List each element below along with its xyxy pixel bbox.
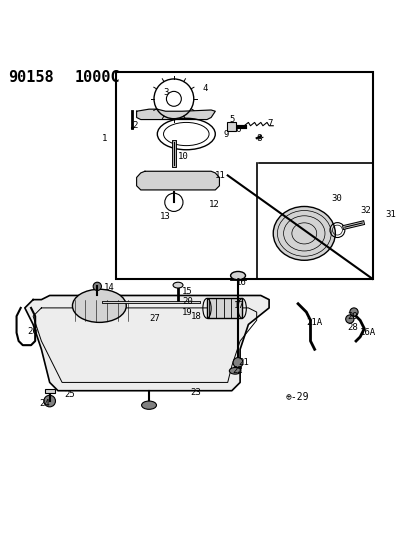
Text: 2: 2 — [132, 121, 138, 130]
Text: 16A: 16A — [359, 328, 375, 337]
Text: 3: 3 — [163, 88, 169, 97]
Text: 27: 27 — [149, 314, 159, 323]
Text: 14: 14 — [103, 282, 114, 292]
Text: 29: 29 — [347, 312, 358, 321]
Text: 7: 7 — [266, 119, 272, 128]
Text: 28: 28 — [347, 324, 358, 332]
Text: 17: 17 — [233, 301, 244, 310]
Polygon shape — [136, 109, 215, 119]
Text: 32: 32 — [359, 206, 370, 215]
Text: 4: 4 — [202, 84, 208, 93]
Ellipse shape — [72, 289, 126, 322]
Text: 10: 10 — [178, 152, 188, 161]
Text: 8: 8 — [256, 134, 261, 143]
Circle shape — [345, 315, 353, 323]
Text: 21: 21 — [237, 358, 248, 367]
Bar — [116, 72, 372, 279]
Text: 1: 1 — [101, 134, 107, 143]
Text: 21A: 21A — [306, 318, 322, 327]
Text: 22: 22 — [231, 366, 242, 375]
Polygon shape — [136, 171, 219, 190]
Bar — [206, 298, 242, 318]
Bar — [227, 123, 236, 131]
Text: 12: 12 — [209, 200, 219, 209]
Bar — [45, 389, 55, 393]
Text: 6: 6 — [235, 125, 240, 134]
Polygon shape — [25, 295, 268, 391]
Text: 31: 31 — [384, 210, 395, 219]
Text: 90158: 90158 — [8, 70, 54, 85]
Text: 1000C: 1000C — [74, 70, 120, 85]
Text: ⊕-29: ⊕-29 — [285, 392, 309, 402]
Ellipse shape — [230, 271, 245, 280]
Circle shape — [93, 282, 101, 290]
Text: 18: 18 — [190, 312, 201, 321]
Circle shape — [44, 395, 55, 407]
Text: 30: 30 — [330, 193, 341, 203]
Text: 26: 26 — [27, 327, 38, 336]
Text: 5: 5 — [229, 115, 235, 124]
Ellipse shape — [173, 282, 183, 288]
Text: 23: 23 — [190, 388, 201, 397]
Text: 9: 9 — [223, 130, 228, 139]
Ellipse shape — [229, 368, 240, 374]
Text: 16: 16 — [235, 278, 246, 287]
Text: 19: 19 — [182, 308, 192, 317]
Text: 20: 20 — [182, 297, 192, 306]
Text: 11: 11 — [215, 171, 225, 180]
Circle shape — [233, 358, 242, 368]
Text: 24: 24 — [39, 399, 50, 408]
Circle shape — [349, 308, 357, 316]
Ellipse shape — [141, 401, 156, 409]
Text: 15: 15 — [182, 287, 192, 296]
Text: 25: 25 — [64, 390, 75, 399]
Ellipse shape — [273, 206, 335, 260]
Text: 13: 13 — [159, 212, 170, 221]
